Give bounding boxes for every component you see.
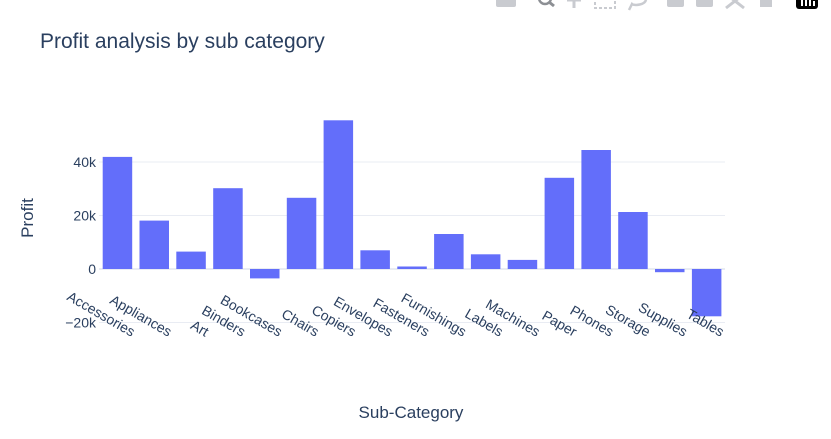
box-select-icon[interactable] bbox=[594, 0, 616, 9]
modebar bbox=[496, 0, 818, 11]
x-axis-title: Sub-Category bbox=[359, 403, 464, 422]
x-tick-label: Art bbox=[188, 317, 212, 340]
bar-labels[interactable] bbox=[470, 254, 501, 269]
pan-icon[interactable] bbox=[567, 0, 581, 8]
bar-storage[interactable] bbox=[618, 212, 648, 269]
y-tick-label: 40k bbox=[73, 154, 97, 170]
bar-binders[interactable] bbox=[213, 188, 243, 269]
bar-art[interactable] bbox=[176, 251, 206, 269]
autoscale-icon[interactable] bbox=[725, 0, 745, 10]
bar-machines[interactable] bbox=[507, 259, 538, 269]
camera-icon[interactable] bbox=[496, 0, 516, 7]
bar-fasteners[interactable] bbox=[397, 266, 427, 270]
bar-paper[interactable] bbox=[544, 177, 575, 269]
bar-copiers[interactable] bbox=[323, 120, 354, 269]
bar-envelopes[interactable] bbox=[360, 250, 390, 269]
bar-bookcases[interactable] bbox=[250, 269, 280, 279]
zoom-icon[interactable] bbox=[538, 0, 555, 8]
zoom-out-icon[interactable] bbox=[696, 0, 713, 7]
bar-furnishings[interactable] bbox=[434, 234, 464, 269]
bar-supplies[interactable] bbox=[655, 269, 685, 273]
chart-title: Profit analysis by sub category bbox=[40, 30, 325, 53]
plotly-logo-icon[interactable] bbox=[796, 0, 818, 9]
zoom-in-icon[interactable] bbox=[667, 0, 684, 7]
y-axis-title: Profit bbox=[18, 198, 37, 238]
bar-tables[interactable] bbox=[691, 269, 722, 317]
bars bbox=[102, 120, 722, 317]
bar-accessories[interactable] bbox=[102, 156, 133, 269]
y-tick-label: −20k bbox=[65, 315, 97, 331]
lasso-select-icon[interactable] bbox=[627, 0, 648, 11]
reset-axes-icon[interactable] bbox=[757, 0, 775, 7]
bar-chairs[interactable] bbox=[286, 197, 317, 269]
y-tick-labels: −20k 0 20k 40k bbox=[65, 154, 97, 331]
bar-phones[interactable] bbox=[581, 150, 611, 269]
y-tick-label: 20k bbox=[73, 208, 97, 224]
y-tick-label: 0 bbox=[88, 261, 96, 277]
bar-appliances[interactable] bbox=[139, 220, 170, 269]
